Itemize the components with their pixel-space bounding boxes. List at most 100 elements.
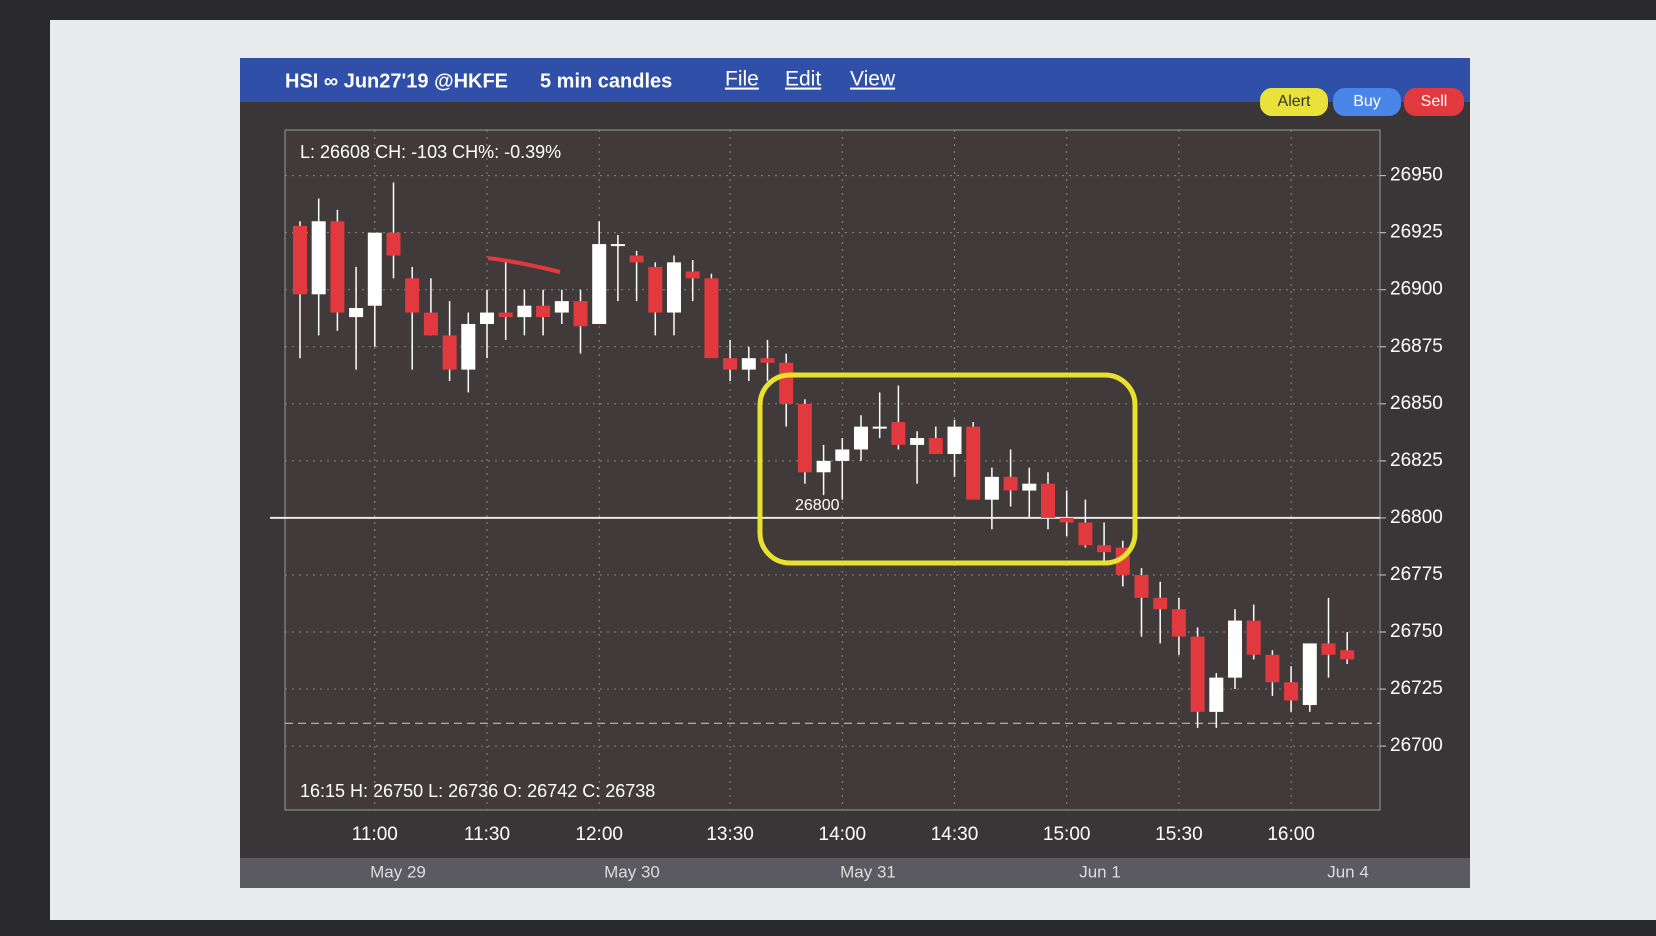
candle-body [1265, 654, 1280, 683]
candle-body [330, 221, 345, 313]
x-tick-label: 15:00 [1043, 824, 1091, 845]
candle-body [1228, 620, 1242, 678]
x-tick-label: 13:30 [706, 824, 754, 845]
candle-body [685, 271, 700, 279]
date-ruler [240, 858, 1470, 888]
y-tick-label: 26800 [1390, 507, 1443, 528]
buy-button[interactable] [1333, 88, 1401, 116]
y-tick-label: 26750 [1390, 621, 1443, 642]
y-tick-label: 26925 [1390, 222, 1443, 243]
window-title: HSI ∞ Jun27'19 @HKFE [285, 70, 508, 92]
candle-body [1171, 609, 1186, 637]
y-tick-label: 26775 [1390, 564, 1443, 585]
candle-body [423, 312, 438, 336]
candle-body [442, 335, 457, 370]
candle-body [779, 362, 794, 404]
bar-size[interactable]: 5 min candles [540, 70, 672, 92]
date-label: May 29 [370, 862, 426, 881]
candle-body [667, 262, 681, 313]
candle-body [573, 301, 588, 327]
candle-body [1134, 574, 1149, 598]
y-tick-label: 26900 [1390, 279, 1443, 300]
candle-body [928, 438, 943, 455]
candle-body [816, 460, 831, 473]
alert-button[interactable] [1260, 88, 1328, 116]
y-tick-label: 26950 [1390, 165, 1443, 186]
candle-body [461, 323, 476, 370]
menu-item[interactable]: View [850, 68, 896, 91]
candle-body [1022, 483, 1037, 491]
candle-body [1246, 620, 1261, 655]
candle-body [1209, 677, 1224, 712]
candle-body [498, 312, 513, 318]
candle-body [349, 307, 364, 318]
candle-body [1003, 476, 1018, 491]
candle-body [1153, 597, 1168, 610]
candle-body [1190, 636, 1205, 712]
candle-body [1284, 682, 1299, 701]
x-tick-label: 15:30 [1155, 824, 1203, 845]
y-tick-label: 26725 [1390, 678, 1443, 699]
menu-item[interactable]: Edit [785, 68, 821, 91]
candle-body [1321, 643, 1336, 655]
y-tick-label: 26875 [1390, 336, 1443, 357]
candle-body [723, 358, 738, 370]
x-tick-label: 14:30 [931, 824, 979, 845]
date-label: Jun 1 [1079, 862, 1121, 881]
candle-body [741, 358, 756, 370]
candle-body [311, 221, 326, 295]
candle-body [854, 426, 868, 450]
candle-body [293, 225, 307, 295]
candle-body [1041, 483, 1055, 518]
candle-body [367, 232, 382, 306]
candle-body [536, 305, 551, 318]
candle-body [517, 305, 532, 318]
x-tick-label: 11:00 [352, 824, 398, 845]
candle-body [629, 255, 644, 263]
button-label[interactable]: Sell [1421, 93, 1448, 110]
candle-body [760, 358, 775, 363]
candle-body [1097, 545, 1112, 553]
candle-body [648, 266, 663, 313]
candle-body [592, 244, 607, 324]
candle-body [891, 422, 906, 445]
candle-body [1078, 522, 1093, 546]
candle-body [1340, 650, 1355, 660]
top-info: L: 26608 CH: -103 CH%: -0.39% [300, 142, 561, 162]
candle-body [480, 312, 494, 324]
date-label: May 30 [604, 862, 660, 881]
x-tick-label: 14:00 [819, 824, 867, 845]
x-tick-label: 16:00 [1267, 824, 1315, 845]
candle-body [835, 449, 850, 461]
candle-body [966, 426, 981, 500]
x-tick-label: 12:00 [575, 824, 623, 845]
date-label: Jun 4 [1327, 862, 1369, 881]
menu-item[interactable]: File [725, 68, 759, 91]
y-tick-label: 26700 [1390, 735, 1443, 756]
annotation-stroke [487, 256, 561, 274]
date-label: May 31 [840, 862, 896, 881]
candle-body [554, 301, 569, 313]
button-label[interactable]: Alert [1278, 93, 1311, 110]
candle-body [947, 426, 962, 455]
y-tick-label: 26825 [1390, 450, 1443, 471]
bottom-info: 16:15 H: 26750 L: 26736 O: 26742 C: 2673… [300, 781, 655, 801]
candle-body [386, 232, 401, 256]
candles: 26700 26725 26750 26775 26800 26825 26850 26875… [270, 130, 1443, 845]
highlight-box [757, 372, 1138, 566]
candle-body [984, 476, 999, 500]
button-label[interactable]: Buy [1353, 93, 1381, 110]
candle-body [1302, 643, 1317, 706]
candle-body [704, 278, 719, 359]
candle-body [1059, 517, 1074, 523]
candle-body [872, 426, 887, 429]
candle-body [610, 244, 625, 247]
reference-label: 26800 [795, 497, 840, 514]
x-tick-label: 11:30 [464, 824, 510, 845]
candle-body [910, 438, 925, 445]
sell-button[interactable] [1404, 88, 1464, 116]
candle-body [797, 403, 812, 473]
candle-body [405, 278, 420, 313]
